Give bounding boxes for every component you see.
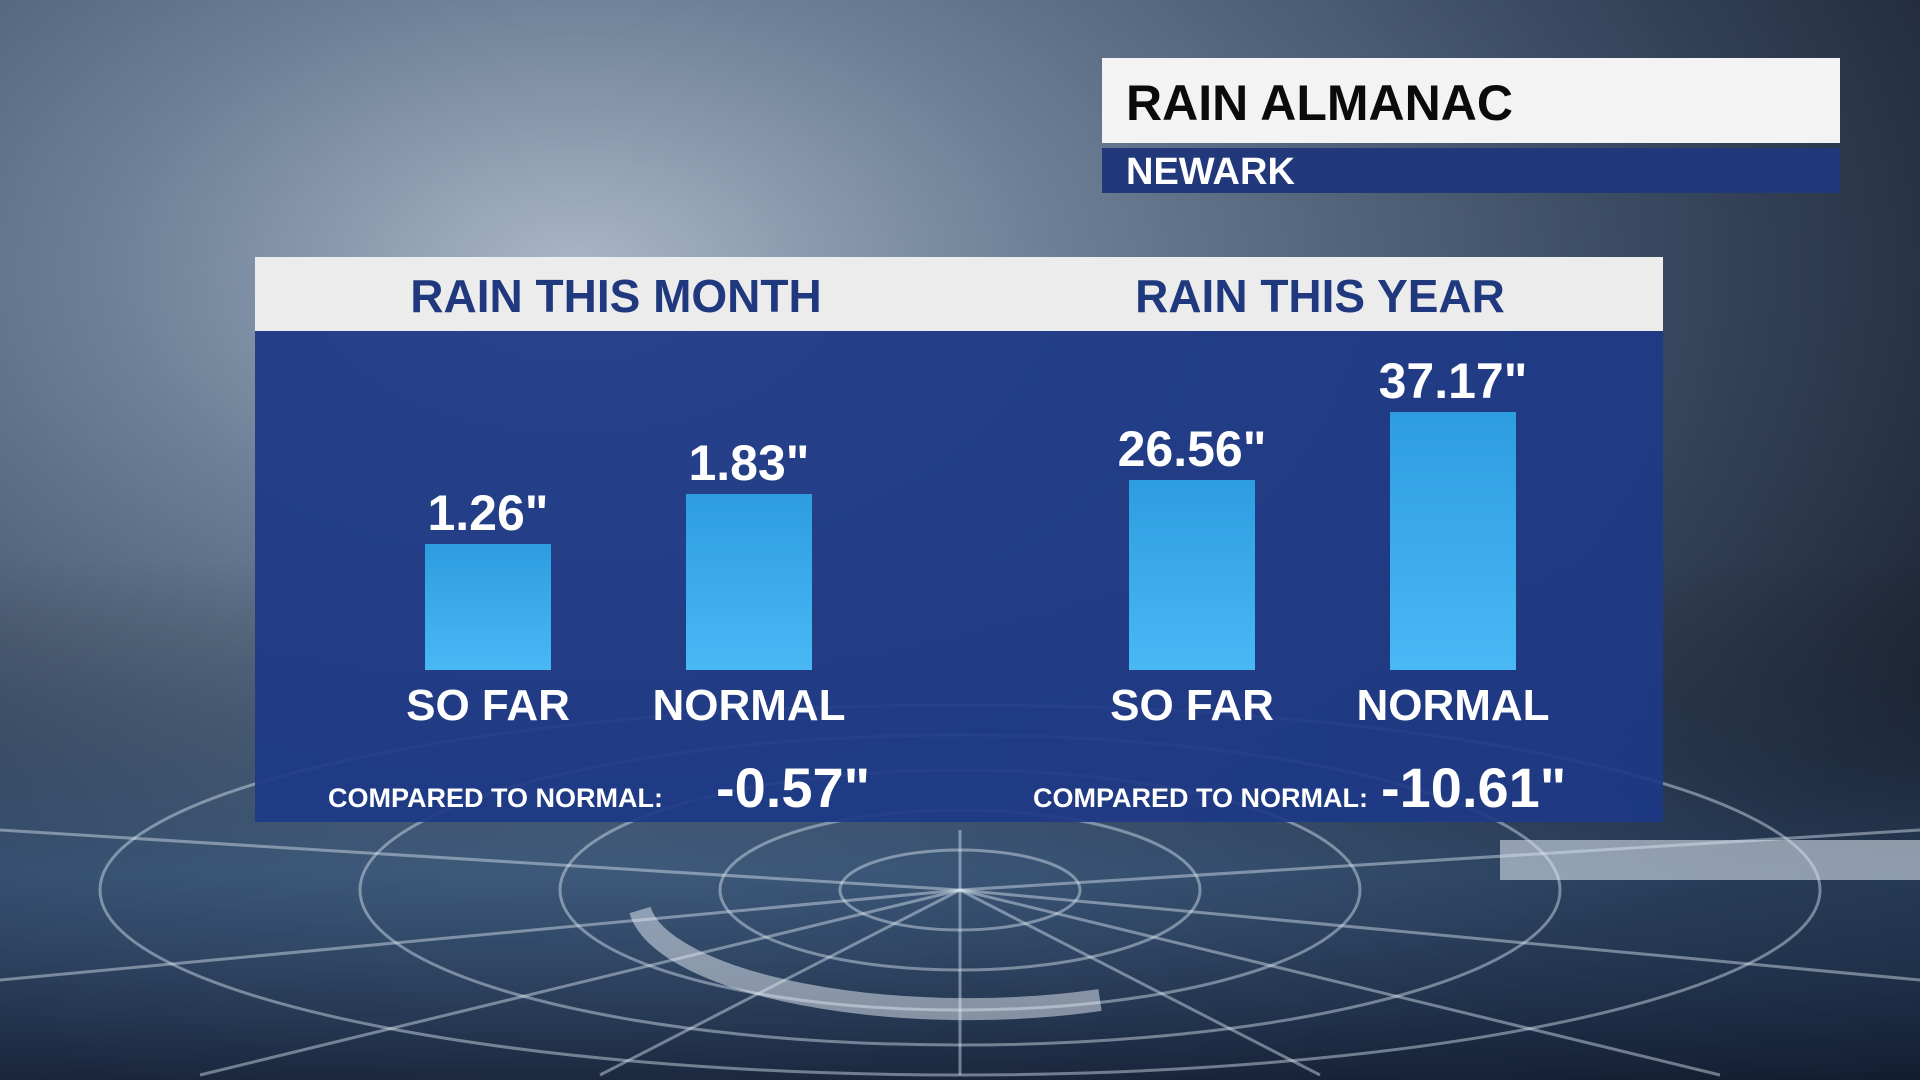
month-so-far-bar xyxy=(425,543,551,670)
month-so-far-label: SO FAR xyxy=(406,681,570,730)
year-chart-title: RAIN THIS YEAR xyxy=(1135,270,1505,322)
year-compare-value: -10.61" xyxy=(1381,756,1567,819)
location-banner: NEWARK xyxy=(1102,148,1840,193)
location: NEWARK xyxy=(1126,151,1295,193)
month-so-far-value: 1.26" xyxy=(427,484,549,541)
title-banner: RAIN ALMANAC xyxy=(1102,58,1840,143)
title: RAIN ALMANAC xyxy=(1126,75,1513,131)
year-so-far-value: 26.56" xyxy=(1117,420,1267,477)
year-so-far-label: SO FAR xyxy=(1110,681,1274,730)
month-compare-label: COMPARED TO NORMAL: xyxy=(328,783,663,813)
year-normal-bar xyxy=(1390,411,1516,670)
year-compare-label: COMPARED TO NORMAL: xyxy=(1033,783,1368,813)
month-normal-label: NORMAL xyxy=(652,681,846,730)
year-so-far-bar xyxy=(1129,479,1255,670)
month-chart-title: RAIN THIS MONTH xyxy=(410,270,822,322)
month-normal-value: 1.83" xyxy=(688,435,810,491)
month-normal-bar xyxy=(686,494,812,670)
year-normal-value: 37.17" xyxy=(1378,352,1528,409)
year-normal-label: NORMAL xyxy=(1356,681,1550,730)
month-compare-value: -0.57" xyxy=(716,756,871,819)
rain-panel: RAIN THIS MONTH RAIN THIS YEAR 1.26" 1.8… xyxy=(255,257,1663,822)
panel-header: RAIN THIS MONTH RAIN THIS YEAR xyxy=(255,257,1663,331)
